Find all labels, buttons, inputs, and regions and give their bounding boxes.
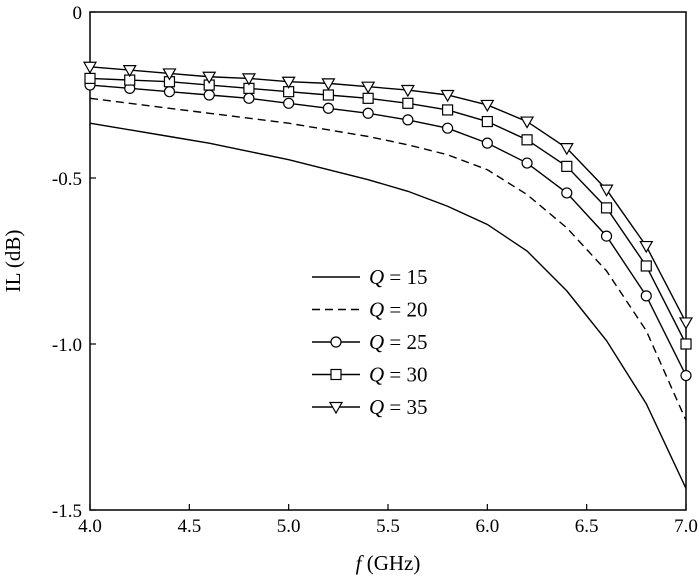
legend: Q = 15 Q = 20 Q = 25 Q = 30 Q = 35 (312, 265, 428, 419)
data-point-square (561, 160, 573, 172)
series-q15 (89, 122, 687, 489)
data-point-triangle (639, 240, 654, 254)
y-tick-label: -1.5 (52, 501, 82, 522)
data-point-square (680, 338, 692, 350)
x-tick-label: 7.0 (674, 516, 698, 537)
data-point-triangle (678, 317, 694, 330)
data-point-square (640, 260, 652, 272)
data-point-circle (402, 114, 414, 126)
data-point-circle (481, 137, 493, 149)
legend-label: Q = 20 (369, 298, 428, 322)
x-axis-label-symbol: f (356, 551, 365, 575)
data-point-triangle (400, 84, 415, 98)
series-q35 (82, 61, 694, 330)
legend-label: Q = 35 (369, 395, 428, 419)
y-tick-label: 0 (73, 3, 83, 24)
series-line (89, 66, 687, 323)
data-point-square (600, 202, 613, 214)
data-point-circle (521, 157, 533, 169)
y-tick-label: -0.5 (52, 169, 82, 190)
data-point-triangle (241, 73, 256, 86)
data-point-triangle (361, 81, 376, 94)
data-point-square (521, 134, 533, 146)
series-layer (82, 61, 694, 489)
x-tick-label: 5.0 (277, 516, 301, 537)
data-point-square (84, 72, 96, 85)
data-point-triangle (520, 116, 535, 129)
x-tick-label: 4.0 (78, 516, 102, 537)
data-point-triangle (82, 61, 98, 74)
data-point-triangle (559, 143, 574, 156)
data-point-square (362, 92, 374, 104)
data-point-square (481, 115, 493, 128)
data-point-circle (203, 89, 215, 101)
data-point-triangle (162, 68, 177, 81)
series-q25 (84, 79, 692, 382)
x-axis-label: f (GHz) (356, 551, 421, 575)
series-q20 (89, 97, 687, 421)
data-point-triangle (281, 76, 296, 89)
data-point-circle (640, 290, 652, 302)
data-point-triangle (202, 71, 217, 84)
data-point-square (402, 97, 414, 109)
series-line (89, 84, 687, 376)
data-point-circle (330, 336, 342, 348)
legend-label: Q = 25 (369, 330, 428, 354)
data-point-circle (600, 230, 613, 242)
data-point-circle (362, 107, 374, 119)
data-point-triangle (122, 64, 137, 78)
data-point-square (330, 368, 342, 381)
data-point-triangle (440, 89, 455, 103)
x-tick-label: 4.5 (177, 516, 201, 537)
data-point-triangle (480, 99, 495, 113)
data-point-square (322, 89, 334, 101)
data-point-circle (322, 102, 334, 114)
data-point-circle (442, 122, 454, 134)
data-point-triangle (328, 401, 344, 415)
x-axis-label-unit: (GHz) (361, 551, 420, 575)
x-tick-label: 6.0 (475, 516, 499, 537)
x-tick-label: 6.5 (575, 516, 599, 537)
x-axis: 4.0 4.5 5.0 5.5 6.0 6.5 7.0 (78, 504, 698, 537)
y-axis-label: IL (dB) (1, 230, 25, 293)
x-tick-label: 5.5 (376, 516, 400, 537)
series-line (89, 77, 687, 345)
series-line (89, 97, 687, 421)
data-point-circle (243, 92, 255, 104)
y-axis: 0 -0.5 -1.0 -1.5 (52, 3, 96, 522)
data-point-triangle (599, 184, 614, 197)
series-line (89, 122, 687, 489)
data-point-circle (680, 369, 692, 382)
legend-label: Q = 30 (369, 363, 428, 387)
data-point-square (442, 104, 454, 116)
data-point-triangle (321, 78, 336, 91)
data-point-circle (163, 86, 176, 98)
data-point-circle (561, 187, 573, 199)
data-point-circle (283, 97, 295, 109)
legend-label: Q = 15 (369, 265, 428, 289)
y-tick-label: -1.0 (52, 335, 82, 356)
